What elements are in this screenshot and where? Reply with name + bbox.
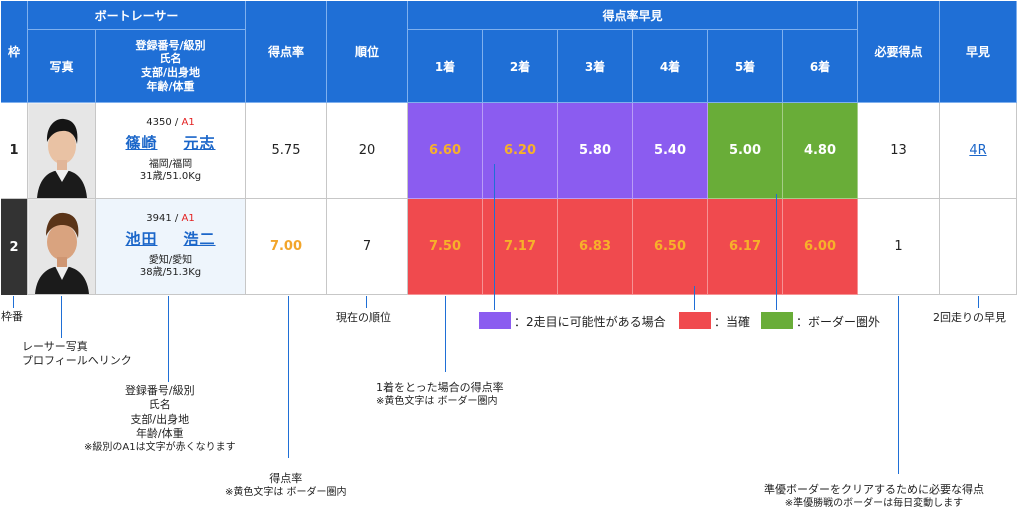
row1-rate-1: 6.60 bbox=[408, 103, 483, 199]
header-rank: 順位 bbox=[327, 1, 408, 103]
callout-line-photo bbox=[61, 296, 62, 338]
note-rank: 現在の順位 bbox=[336, 311, 391, 324]
row2-rank: 7 bbox=[327, 199, 408, 295]
row2-needed: 1 bbox=[858, 199, 940, 295]
note-photo: レーサー写真 プロフィールへリンク bbox=[22, 340, 132, 368]
row1-score-rate: 5.75 bbox=[246, 103, 327, 199]
callout-line-purple bbox=[494, 164, 495, 310]
row1-class: A1 bbox=[181, 117, 195, 129]
row2-frame: 2 bbox=[1, 199, 28, 295]
header-branch-line: 支部/出身地 bbox=[140, 66, 201, 79]
note-score: 得点率 ※黄色文字は ボーダー圏内 bbox=[225, 472, 347, 499]
header-reg-info: 登録番号/級別 氏名 支部/出身地 年齢/体重 bbox=[96, 30, 246, 103]
row1-rate-3: 5.80 bbox=[558, 103, 633, 199]
header-photo: 写真 bbox=[28, 30, 96, 103]
callout-line-green bbox=[776, 194, 777, 310]
row1-age-weight: 31歳/51.0Kg bbox=[139, 171, 202, 183]
header-place-3: 3着 bbox=[558, 30, 633, 103]
legend-red-swatch bbox=[679, 312, 711, 329]
legend-purple-label: ：2走目に可能性がある場合 bbox=[514, 315, 666, 329]
row1-rate-6: 4.80 bbox=[783, 103, 858, 199]
legend-green-swatch bbox=[761, 312, 793, 329]
row1-photo[interactable] bbox=[28, 103, 96, 199]
header-early-view: 早見 bbox=[940, 1, 1017, 103]
row2-early bbox=[940, 199, 1017, 295]
legend-green-label: ：ボーダー圏外 bbox=[796, 315, 881, 329]
row1-needed: 13 bbox=[858, 103, 940, 199]
row2-photo[interactable] bbox=[28, 199, 96, 295]
note-early: 2回走りの早見 bbox=[933, 311, 1006, 324]
header-boat-racer: ボートレーサー bbox=[28, 1, 246, 30]
row1-early: 4R bbox=[940, 103, 1017, 199]
callout-line-needed bbox=[898, 296, 899, 474]
row1-branch: 福岡/福岡 bbox=[148, 158, 193, 170]
row2-branch: 愛知/愛知 bbox=[148, 254, 193, 266]
row2-racer-name-link[interactable]: 池田 浩二 bbox=[125, 229, 216, 248]
header-place-6: 6着 bbox=[783, 30, 858, 103]
callout-line-red bbox=[694, 286, 695, 310]
row2-rate-6: 6.00 bbox=[783, 199, 858, 295]
legend-purple-swatch bbox=[479, 312, 511, 329]
row2-rate-4: 6.50 bbox=[633, 199, 708, 295]
header-reg-line: 登録番号/級別 bbox=[135, 38, 206, 52]
row2-class: A1 bbox=[181, 213, 195, 225]
row2-rate-3: 6.83 bbox=[558, 199, 633, 295]
note-frame: 枠番 bbox=[1, 310, 23, 323]
racer-photo-2[interactable] bbox=[28, 199, 95, 294]
header-age-line: 年齢/体重 bbox=[146, 79, 195, 93]
row2-rate-5: 6.17 bbox=[708, 199, 783, 295]
header-place-4: 4着 bbox=[633, 30, 708, 103]
row1-reg: 4350 / A1 bbox=[146, 117, 195, 129]
header-place-2: 2着 bbox=[483, 30, 558, 103]
row2-racer-info: 3941 / A1 池田 浩二 愛知/愛知 38歳/51.3Kg bbox=[96, 199, 246, 295]
note-place: 1着をとった場合の得点率 ※黄色文字は ボーダー圏内 bbox=[376, 381, 504, 408]
row1-early-link[interactable]: 4R bbox=[969, 143, 987, 158]
row2-score-rate: 7.00 bbox=[246, 199, 327, 295]
row2-reg: 3941 / A1 bbox=[146, 213, 195, 225]
legend-red-label: ：当確 bbox=[714, 315, 751, 329]
standings-table: 枠 ボートレーサー 得点率 順位 得点率早見 必要得点 早見 写真 登録番号/級… bbox=[1, 1, 1017, 295]
row2-rate-1: 7.50 bbox=[408, 199, 483, 295]
row1-rank: 20 bbox=[327, 103, 408, 199]
row1-rate-2: 6.20 bbox=[483, 103, 558, 199]
row1-racer-name-link[interactable]: 篠崎 元志 bbox=[125, 133, 216, 152]
row1-racer-info: 4350 / A1 篠崎 元志 福岡/福岡 31歳/51.0Kg bbox=[96, 103, 246, 199]
note-info: 登録番号/級別 氏名 支部/出身地 年齢/体重 ※級別のA1は文字が赤くなります bbox=[84, 384, 236, 454]
header-name-line: 氏名 bbox=[159, 52, 182, 66]
note-needed: 準優ボーダーをクリアするために必要な得点 ※準優勝戦のボーダーは毎日変動します bbox=[764, 483, 984, 510]
header-score-rate: 得点率 bbox=[246, 1, 327, 103]
callout-line-early bbox=[978, 296, 979, 308]
header-place-5: 5着 bbox=[708, 30, 783, 103]
header-frame: 枠 bbox=[1, 1, 28, 103]
row1-rate-5: 5.00 bbox=[708, 103, 783, 199]
header-needed-points: 必要得点 bbox=[858, 1, 940, 103]
header-place-1: 1着 bbox=[408, 30, 483, 103]
row2-age-weight: 38歳/51.3Kg bbox=[139, 267, 202, 279]
callout-line-score bbox=[288, 296, 289, 458]
racer-photo-1[interactable] bbox=[28, 103, 95, 198]
row1-rate-4: 5.40 bbox=[633, 103, 708, 199]
header-quick-view: 得点率早見 bbox=[408, 1, 858, 30]
callout-line-info bbox=[168, 296, 169, 382]
callout-line-frame bbox=[13, 296, 14, 308]
callout-line-place bbox=[445, 296, 446, 372]
callout-line-rank bbox=[366, 296, 367, 308]
row2-rate-2: 7.17 bbox=[483, 199, 558, 295]
row1-frame: 1 bbox=[1, 103, 28, 199]
